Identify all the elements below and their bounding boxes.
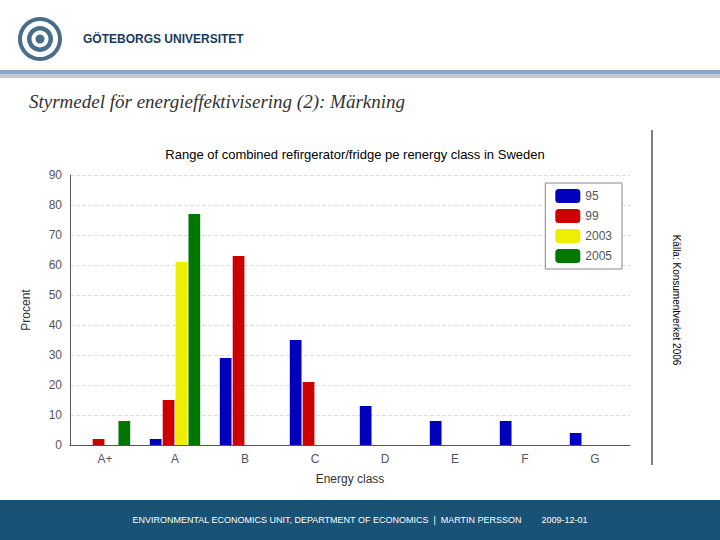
svg-text:60: 60 [49, 258, 63, 272]
svg-text:C: C [311, 452, 320, 466]
svg-text:Energy class: Energy class [316, 472, 385, 486]
svg-text:GÖTEBORGS UNIVERSITET: GÖTEBORGS UNIVERSITET [83, 31, 244, 46]
svg-text:Range of combined refirgerator: Range of combined refirgerator/fridge pe… [165, 147, 544, 162]
svg-text:A+: A+ [97, 452, 112, 466]
svg-text:D: D [381, 452, 390, 466]
svg-text:20: 20 [49, 378, 63, 392]
svg-text:40: 40 [49, 318, 63, 332]
svg-text:ENVIRONMENTAL ECONOMICS UNIT,: ENVIRONMENTAL ECONOMICS UNIT, DEPARTMENT… [132, 515, 587, 525]
svg-text:30: 30 [49, 348, 63, 362]
svg-text:50: 50 [49, 288, 63, 302]
svg-text:90: 90 [49, 168, 63, 182]
svg-text:2005: 2005 [585, 249, 612, 263]
svg-text:Procent: Procent [19, 289, 33, 331]
svg-text:A: A [171, 452, 179, 466]
svg-text:10: 10 [49, 408, 63, 422]
svg-text:95: 95 [585, 189, 599, 203]
svg-text:Styrmedel för energieffektivis: Styrmedel för energieffektivisering (2):… [29, 91, 405, 113]
svg-text:G: G [590, 452, 599, 466]
svg-text:0: 0 [55, 438, 62, 452]
svg-text:Källa: Konsumentverket 2006: Källa: Konsumentverket 2006 [671, 235, 682, 366]
svg-text:70: 70 [49, 228, 63, 242]
svg-text:B: B [241, 452, 249, 466]
svg-text:99: 99 [585, 209, 599, 223]
svg-text:2003: 2003 [585, 229, 612, 243]
svg-text:F: F [521, 452, 528, 466]
svg-text:E: E [451, 452, 459, 466]
svg-text:80: 80 [49, 198, 63, 212]
